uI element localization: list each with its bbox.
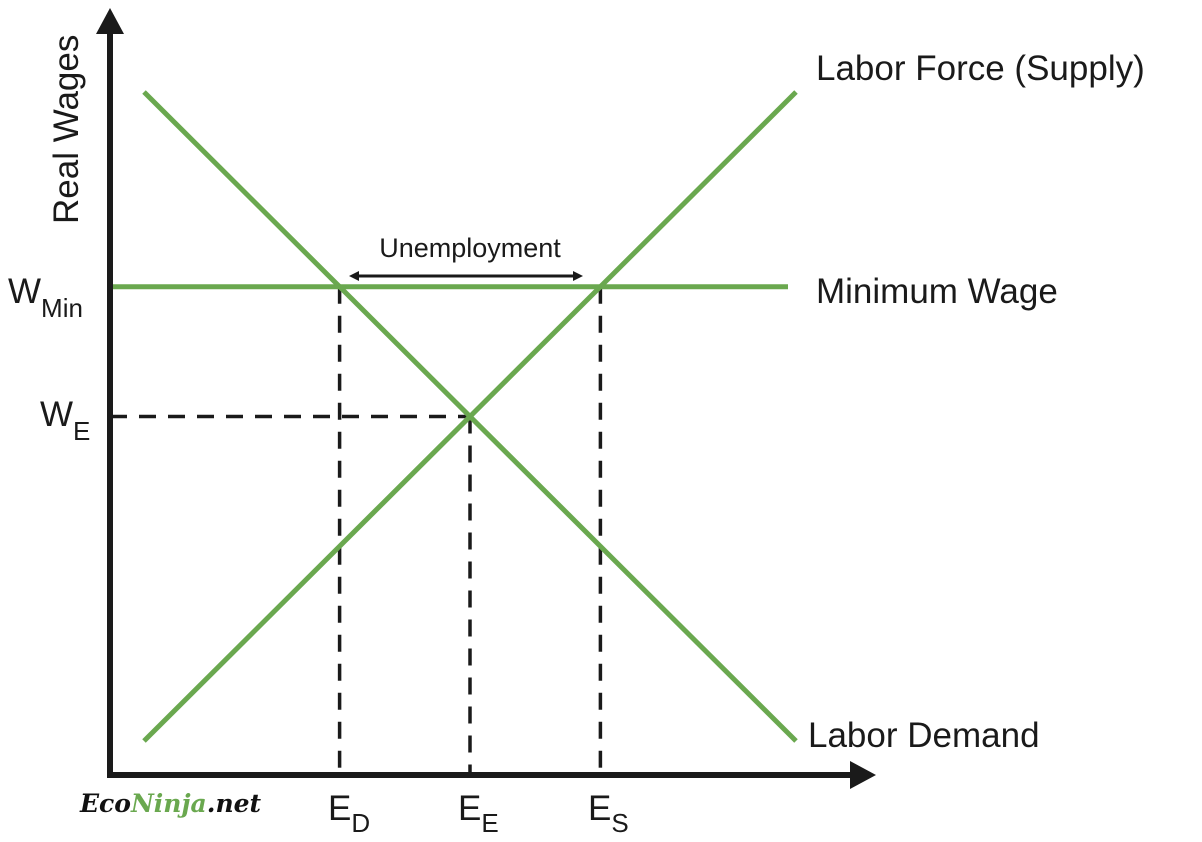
curves — [110, 90, 798, 743]
demand-curve-label: Labor Demand — [808, 716, 1040, 755]
min-wage-label: Minimum Wage — [816, 272, 1058, 311]
unemployment-label: Unemployment — [379, 233, 561, 263]
x-tick-e-s: ES — [588, 789, 629, 838]
y-axis-arrowhead — [96, 8, 124, 34]
supply-curve-label: Labor Force (Supply) — [816, 49, 1145, 88]
demand-curve — [142, 90, 798, 743]
y-tick-w-min: WMin — [8, 272, 83, 323]
x-tick-e-d: ED — [328, 789, 370, 838]
x-axis-arrowhead — [850, 761, 876, 789]
econinja-logo: EcoNinja.net — [79, 789, 262, 818]
y-axis-title: Real Wages — [47, 35, 86, 224]
y-tick-w-e: WE — [40, 395, 90, 446]
guide-lines — [110, 286, 603, 775]
x-tick-e-e: EE — [458, 789, 499, 838]
